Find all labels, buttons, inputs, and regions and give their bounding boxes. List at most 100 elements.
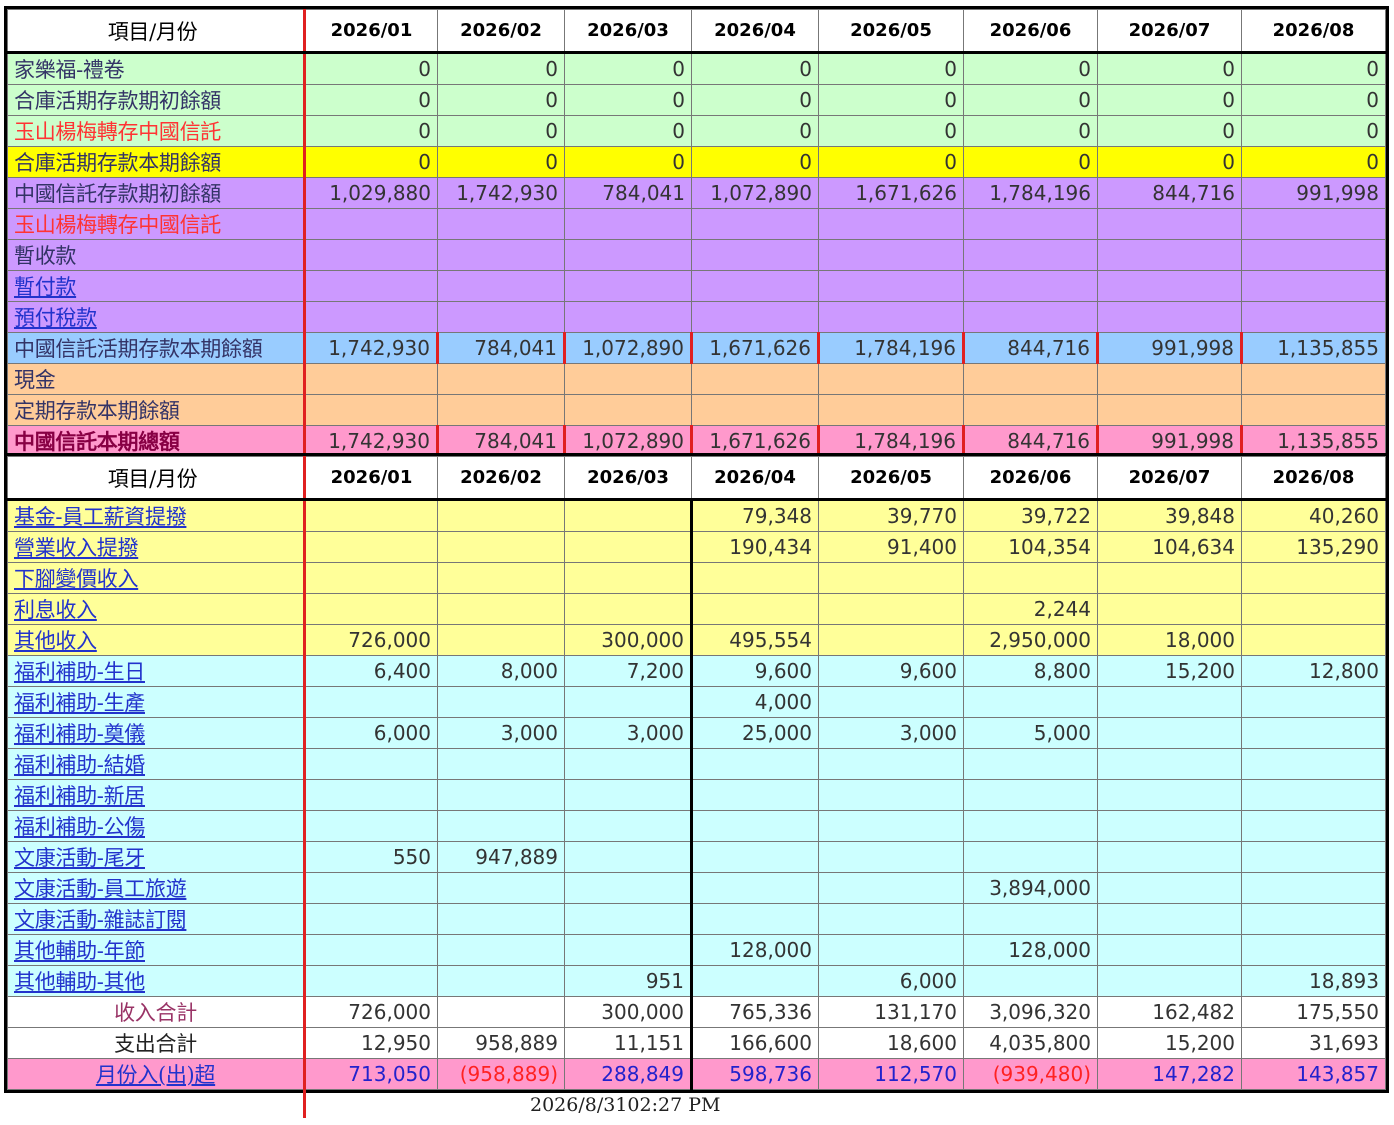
balance-cell: 1,742,930 (437, 177, 565, 209)
ledger-cell: 4,035,800 (963, 1027, 1098, 1059)
balance-month-header: 2026/03 (564, 9, 692, 54)
ledger-cell: 91,400 (818, 531, 964, 563)
ledger-cell (437, 996, 565, 1028)
balance-cell (437, 301, 565, 333)
ledger-cell (437, 903, 565, 935)
balance-month-header: 2026/02 (437, 9, 565, 54)
ledger-cell: 6,000 (818, 965, 964, 997)
ledger-row-label[interactable]: 文康活動-員工旅遊 (7, 872, 306, 904)
ledger-cell: 5,000 (963, 717, 1098, 749)
ledger-cell (1241, 624, 1386, 656)
ledger-cell: 143,857 (1241, 1058, 1386, 1090)
balance-row-label: 中國信託本期總額 (7, 425, 306, 457)
balance-cell (818, 394, 964, 426)
balance-cell: 0 (304, 146, 438, 178)
ledger-cell (1097, 593, 1242, 625)
ledger-cell (818, 686, 964, 718)
ledger-cell: 726,000 (304, 624, 438, 656)
ledger-row-label[interactable]: 文康活動-雜誌訂閱 (7, 903, 306, 935)
balance-cell: 784,041 (564, 177, 692, 209)
ledger-row-label: 支出合計 (7, 1027, 306, 1059)
balance-row: 定期存款本期餘額 (7, 394, 1386, 426)
ledger-month-header: 2026/08 (1241, 456, 1386, 501)
ledger-row-label[interactable]: 基金-員工薪資提撥 (7, 499, 306, 532)
ledger-cell: 135,290 (1241, 531, 1386, 563)
balance-row: 中國信託本期總額 1,742,930 784,041 1,072,890 1,671,6… (7, 425, 1386, 457)
balance-cell (818, 301, 964, 333)
balance-cell (564, 270, 692, 302)
ledger-row-label[interactable]: 下腳變價收入 (7, 562, 306, 594)
ledger-cell: 8,000 (437, 655, 565, 687)
ledger-cell (1241, 934, 1386, 966)
ledger-cell (963, 562, 1098, 594)
balance-cell (963, 208, 1098, 240)
balance-row-label: 中國信託活期存款本期餘額 (7, 332, 306, 364)
ledger-cell: 2,244 (963, 593, 1098, 625)
balance-cell (304, 270, 438, 302)
ledger-cell (304, 531, 438, 563)
ledger-row-label[interactable]: 月份入(出)超 (7, 1058, 306, 1090)
balance-row: 家樂福-禮卷 0 0 0 0 0 0 0 0 (7, 52, 1386, 85)
ledger-cell (1097, 717, 1242, 749)
balance-cell: 0 (564, 115, 692, 147)
ledger-row-label[interactable]: 福利補助-生日 (7, 655, 306, 687)
ledger-cell (1097, 686, 1242, 718)
balance-row-label: 合庫活期存款期初餘額 (7, 84, 306, 116)
ledger-row-label[interactable]: 利息收入 (7, 593, 306, 625)
balance-month-header: 2026/04 (691, 9, 819, 54)
balance-row: 玉山楊梅轉存中國信託 (7, 208, 1386, 240)
ledger-row-label[interactable]: 福利補助-公傷 (7, 810, 306, 842)
balance-cell (437, 363, 565, 395)
balance-row: 預付稅款 (7, 301, 1386, 333)
ledger-header-label: 項目/月份 (7, 456, 306, 501)
ledger-cell (818, 779, 964, 811)
balance-cell (304, 363, 438, 395)
balance-cell (1241, 363, 1386, 395)
ledger-cell (818, 872, 964, 904)
balance-cell: 991,998 (1097, 332, 1243, 364)
ledger-row-label[interactable]: 其他輔助-其他 (7, 965, 306, 997)
balance-cell: 784,041 (437, 332, 566, 364)
ledger-cell: 300,000 (564, 624, 692, 656)
ledger-row-label[interactable]: 文康活動-尾牙 (7, 841, 306, 873)
balance-cell (1097, 239, 1242, 271)
balance-cell: 1,671,626 (691, 332, 820, 364)
ledger-cell (1241, 779, 1386, 811)
ledger-cell (1097, 872, 1242, 904)
balance-cell (1241, 208, 1386, 240)
balance-cell: 0 (1241, 52, 1386, 85)
ledger-cell (304, 499, 438, 532)
ledger-cell (304, 903, 438, 935)
ledger-row-label[interactable]: 其他收入 (7, 624, 306, 656)
balance-row-label[interactable]: 暫付款 (7, 270, 306, 302)
balance-cell: 0 (1097, 52, 1242, 85)
balance-cell: 1,072,890 (564, 425, 693, 457)
ledger-cell: 726,000 (304, 996, 438, 1028)
income-expense-table: 項目/月份 2026/01 2026/02 2026/03 2026/04 2026/05… (4, 453, 1389, 1093)
balance-row-label: 定期存款本期餘額 (7, 394, 306, 426)
balance-cell: 0 (437, 52, 565, 85)
ledger-row-label[interactable]: 福利補助-新居 (7, 779, 306, 811)
ledger-cell (1097, 562, 1242, 594)
ledger-cell (437, 562, 565, 594)
ledger-row-label[interactable]: 福利補助-生產 (7, 686, 306, 718)
balance-row-label[interactable]: 預付稅款 (7, 301, 306, 333)
balance-header-row: 項目/月份 2026/01 2026/02 2026/03 2026/04 2026/05… (7, 9, 1386, 54)
ledger-cell (690, 562, 819, 594)
ledger-cell (818, 903, 964, 935)
ledger-row-label[interactable]: 其他輔助-年節 (7, 934, 306, 966)
ledger-cell (304, 779, 438, 811)
ledger-row-label[interactable]: 營業收入提撥 (7, 531, 306, 563)
ledger-row: 營業收入提撥 190,434 91,400 104,354 104,634 135,290 (7, 531, 1386, 563)
ledger-cell: 128,000 (690, 934, 819, 966)
ledger-row-label[interactable]: 福利補助-奠儀 (7, 717, 306, 749)
ledger-cell (564, 779, 692, 811)
ledger-row-label[interactable]: 福利補助-結婚 (7, 748, 306, 780)
ledger-cell (304, 872, 438, 904)
ledger-cell (304, 562, 438, 594)
ledger-cell: 765,336 (690, 996, 819, 1028)
ledger-cell: 190,434 (690, 531, 819, 563)
ledger-month-header: 2026/01 (304, 456, 438, 501)
balance-cell (691, 363, 819, 395)
balance-cell (691, 239, 819, 271)
